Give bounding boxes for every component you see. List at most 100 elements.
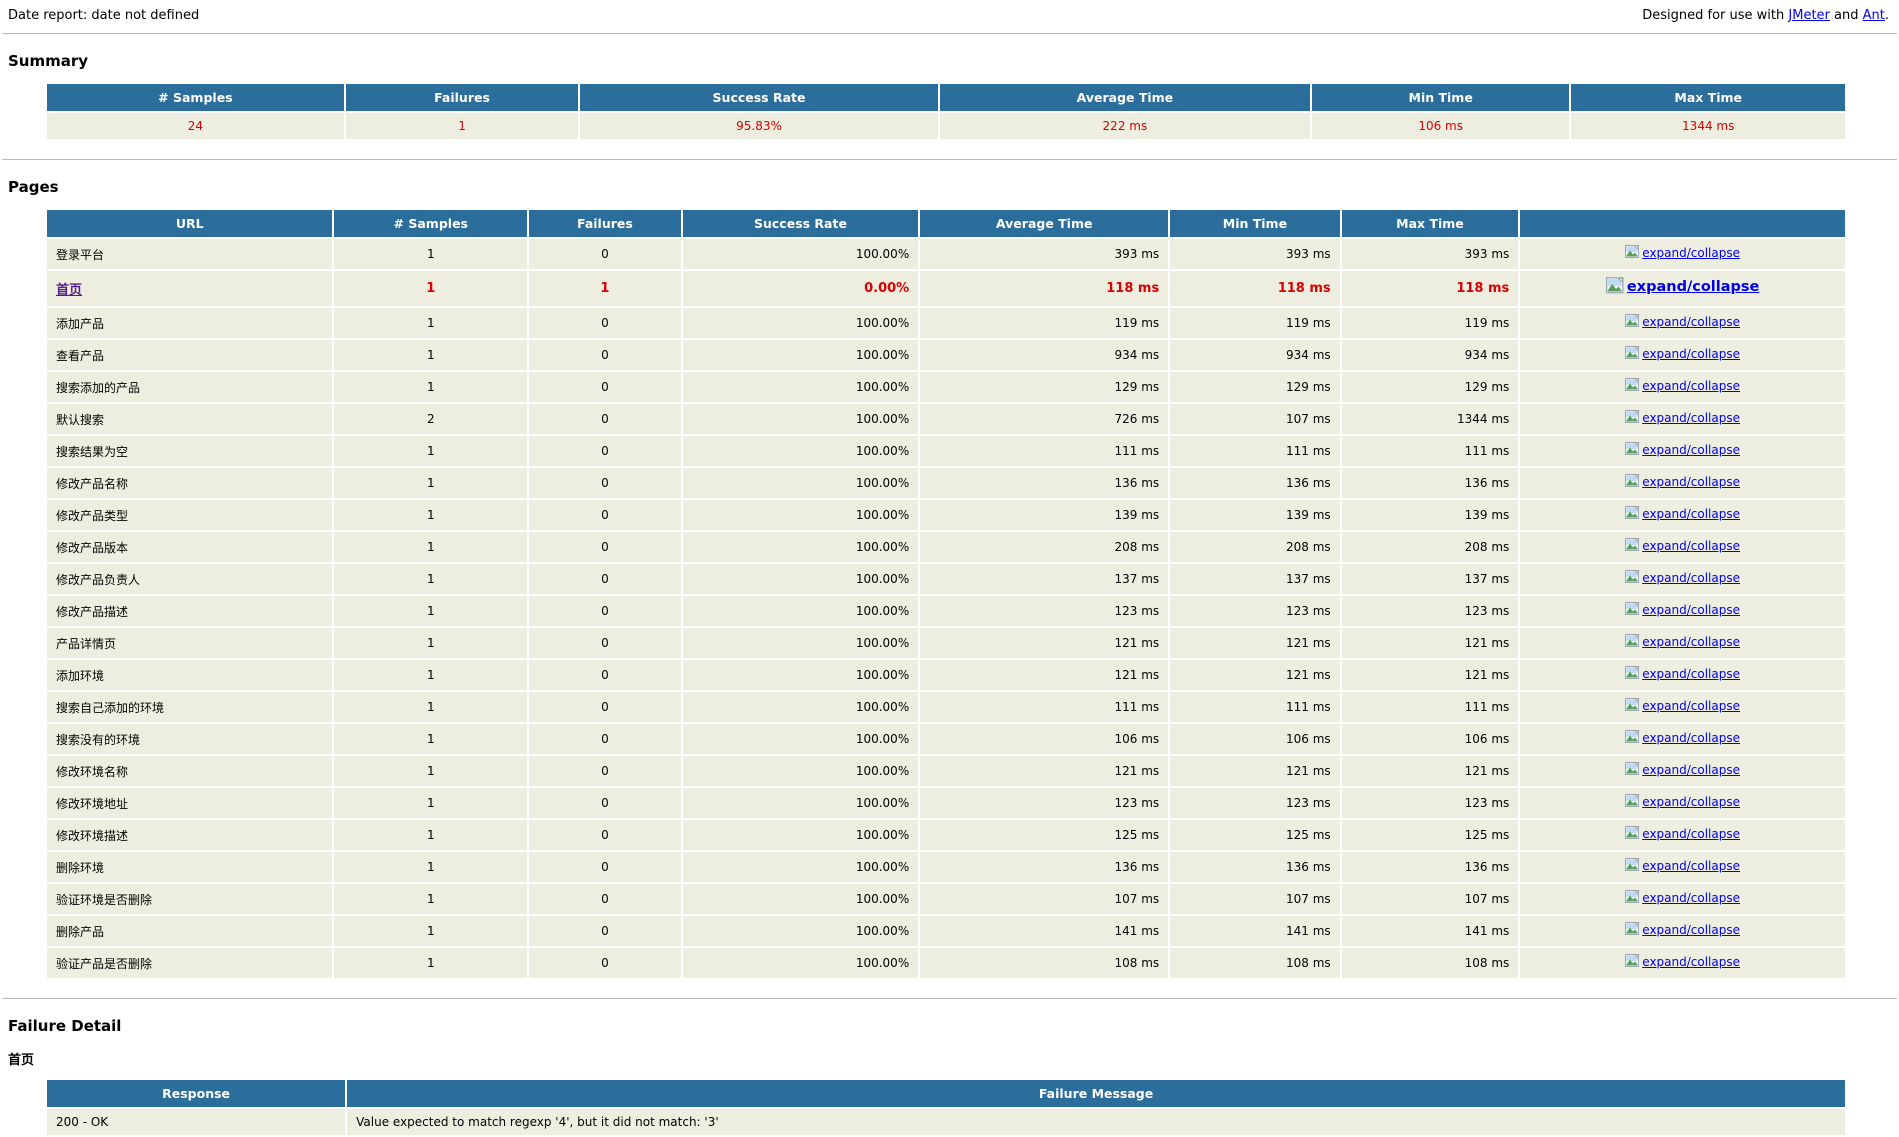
page-success-rate-cell: 100.00% — [682, 468, 919, 498]
page-samples-cell: 1 — [334, 660, 528, 690]
expand-collapse-link[interactable]: expand/collapse — [1625, 245, 1740, 260]
page-samples-cell: 1 — [334, 372, 528, 402]
page-min-time-cell: 137 ms — [1170, 564, 1340, 594]
page-samples-cell: 1 — [334, 239, 528, 269]
page-expand-cell: expand/collapse — [1520, 239, 1845, 269]
summary-success-rate-value: 95.83% — [580, 113, 938, 139]
page-failures-cell: 0 — [529, 564, 681, 594]
page-url-cell: 查看产品 — [47, 340, 333, 370]
page-average-time-cell: 121 ms — [920, 628, 1169, 658]
broken-image-icon — [1625, 570, 1640, 583]
page-success-rate-cell: 100.00% — [682, 239, 919, 269]
broken-image-icon — [1625, 245, 1640, 258]
page-max-time-cell: 129 ms — [1341, 372, 1519, 402]
page-url-cell: 删除产品 — [47, 916, 333, 946]
page-min-time-cell: 136 ms — [1170, 852, 1340, 882]
page-max-time-cell: 118 ms — [1341, 271, 1519, 306]
pages-col-url: URL — [47, 210, 333, 237]
table-row: 添加环境 1 0 100.00% 121 ms 121 ms 121 ms ex… — [47, 660, 1845, 690]
page-average-time-cell: 136 ms — [920, 852, 1169, 882]
expand-collapse-link[interactable]: expand/collapse — [1625, 378, 1740, 393]
failed-page-link[interactable]: 首页 — [56, 283, 83, 298]
page-min-time-cell: 119 ms — [1170, 308, 1340, 338]
expand-collapse-link[interactable]: expand/collapse — [1625, 730, 1740, 745]
expand-collapse-link[interactable]: expand/collapse — [1625, 602, 1740, 617]
summary-header-row: # Samples Failures Success Rate Average … — [47, 84, 1845, 111]
expand-collapse-link[interactable]: expand/collapse — [1625, 890, 1740, 905]
expand-collapse-link[interactable]: expand/collapse — [1625, 346, 1740, 361]
expand-collapse-label: expand/collapse — [1642, 442, 1740, 457]
expand-collapse-link[interactable]: expand/collapse — [1625, 474, 1740, 489]
and-text: and — [1829, 8, 1863, 23]
page-min-time-cell: 208 ms — [1170, 532, 1340, 562]
expand-collapse-link[interactable]: expand/collapse — [1625, 858, 1740, 873]
page-expand-cell: expand/collapse — [1520, 404, 1845, 434]
page-samples-cell: 1 — [334, 271, 528, 306]
page-url-cell: 修改产品负责人 — [47, 564, 333, 594]
page-max-time-cell: 125 ms — [1341, 820, 1519, 850]
expand-collapse-link[interactable]: expand/collapse — [1625, 442, 1740, 457]
table-row: 修改环境地址 1 0 100.00% 123 ms 123 ms 123 ms … — [47, 788, 1845, 818]
pages-col-expand — [1520, 210, 1845, 237]
page-failures-cell: 0 — [529, 372, 681, 402]
expand-collapse-link[interactable]: expand/collapse — [1625, 954, 1740, 969]
page-url-cell: 搜索添加的产品 — [47, 372, 333, 402]
expand-collapse-link[interactable]: expand/collapse — [1625, 762, 1740, 777]
expand-collapse-link[interactable]: expand/collapse — [1625, 922, 1740, 937]
pages-col-failures: Failures — [529, 210, 681, 237]
summary-values-row: 24 1 95.83% 222 ms 106 ms 1344 ms — [47, 113, 1845, 139]
table-row: 默认搜索 2 0 100.00% 726 ms 107 ms 1344 ms e… — [47, 404, 1845, 434]
page-failures-cell: 0 — [529, 596, 681, 626]
page-expand-cell: expand/collapse — [1520, 436, 1845, 466]
ant-link[interactable]: Ant — [1862, 8, 1885, 23]
page-min-time-cell: 121 ms — [1170, 660, 1340, 690]
page-url-cell: 默认搜索 — [47, 404, 333, 434]
designed-for-text: Designed for use with JMeter and Ant. — [1642, 8, 1889, 23]
page-expand-cell: expand/collapse — [1520, 372, 1845, 402]
expand-collapse-link[interactable]: expand/collapse — [1625, 570, 1740, 585]
expand-collapse-link[interactable]: expand/collapse — [1625, 506, 1740, 521]
expand-collapse-link[interactable]: expand/collapse — [1625, 634, 1740, 649]
jmeter-link[interactable]: JMeter — [1788, 8, 1830, 23]
page-max-time-cell: 123 ms — [1341, 788, 1519, 818]
expand-collapse-link[interactable]: expand/collapse — [1625, 698, 1740, 713]
expand-collapse-link[interactable]: expand/collapse — [1605, 277, 1759, 296]
page-max-time-cell: 1344 ms — [1341, 404, 1519, 434]
page-url-cell: 搜索结果为空 — [47, 436, 333, 466]
expand-collapse-link[interactable]: expand/collapse — [1625, 794, 1740, 809]
page-expand-cell: expand/collapse — [1520, 660, 1845, 690]
page-samples-cell: 1 — [334, 820, 528, 850]
page-average-time-cell: 129 ms — [920, 372, 1169, 402]
summary-min-time-value: 106 ms — [1311, 113, 1570, 139]
page-failures-cell: 0 — [529, 916, 681, 946]
summary-failures-value: 1 — [345, 113, 579, 139]
expand-collapse-label: expand/collapse — [1642, 698, 1740, 713]
page-samples-cell: 1 — [334, 436, 528, 466]
page-expand-cell: expand/collapse — [1520, 820, 1845, 850]
page-average-time-cell: 726 ms — [920, 404, 1169, 434]
page-max-time-cell: 393 ms — [1341, 239, 1519, 269]
page-average-time-cell: 121 ms — [920, 756, 1169, 786]
page-failures-cell: 0 — [529, 660, 681, 690]
expand-collapse-link[interactable]: expand/collapse — [1625, 538, 1740, 553]
page-max-time-cell: 111 ms — [1341, 436, 1519, 466]
page-url-cell: 登录平台 — [47, 239, 333, 269]
summary-col-success-rate: Success Rate — [580, 84, 938, 111]
expand-collapse-link[interactable]: expand/collapse — [1625, 826, 1740, 841]
page-average-time-cell: 141 ms — [920, 916, 1169, 946]
page-expand-cell: expand/collapse — [1520, 500, 1845, 530]
top-divider — [2, 33, 1897, 34]
summary-col-min-time: Min Time — [1311, 84, 1570, 111]
page-url-cell: 搜索没有的环境 — [47, 724, 333, 754]
page-average-time-cell: 137 ms — [920, 564, 1169, 594]
failure-detail-table: Response Failure Message 200 - OK Value … — [45, 1078, 1847, 1137]
page-average-time-cell: 106 ms — [920, 724, 1169, 754]
table-row: 登录平台 1 0 100.00% 393 ms 393 ms 393 ms ex… — [47, 239, 1845, 269]
broken-image-icon — [1625, 826, 1640, 839]
expand-collapse-link[interactable]: expand/collapse — [1625, 666, 1740, 681]
expand-collapse-label: expand/collapse — [1642, 378, 1740, 393]
expand-collapse-link[interactable]: expand/collapse — [1625, 410, 1740, 425]
page-expand-cell: expand/collapse — [1520, 564, 1845, 594]
expand-collapse-link[interactable]: expand/collapse — [1625, 314, 1740, 329]
page-failures-cell: 0 — [529, 340, 681, 370]
